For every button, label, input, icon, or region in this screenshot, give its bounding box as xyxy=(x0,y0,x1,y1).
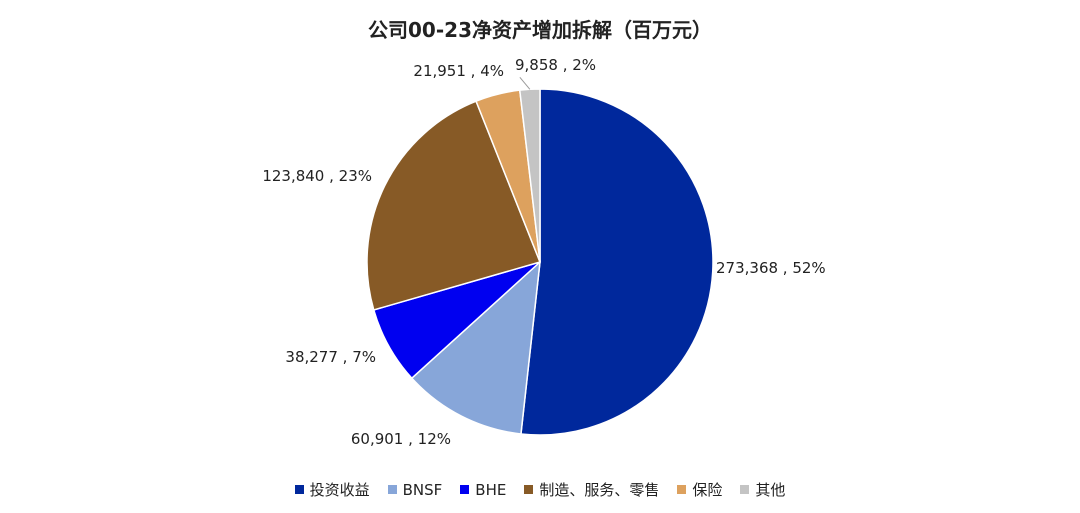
data-label-1: 60,901 , 12% xyxy=(351,430,451,448)
legend-swatch-3 xyxy=(524,485,534,494)
pie-slices xyxy=(366,88,714,436)
leader-lines xyxy=(519,76,531,90)
legend-label-0: 投资收益 xyxy=(309,481,370,499)
pie-slice-5 xyxy=(518,88,541,263)
legend-swatch-4 xyxy=(677,485,687,494)
legend-swatch-1 xyxy=(387,485,397,494)
legend-item-3: 制造、服务、零售 xyxy=(524,479,659,500)
data-label-0: 273,368 , 52% xyxy=(716,259,826,277)
leader-line-5 xyxy=(519,76,531,90)
legend-label-1: BNSF xyxy=(402,480,443,499)
legend-label-4: 保险 xyxy=(692,481,723,499)
data-label-2: 38,277 , 7% xyxy=(285,348,376,366)
legend-item-1: BNSF xyxy=(387,480,443,499)
legend-label-2: BHE xyxy=(475,480,507,499)
data-label-5: 9,858 , 2% xyxy=(515,56,596,74)
legend-swatch-0 xyxy=(294,485,304,494)
legend-item-2: BHE xyxy=(460,481,506,499)
data-label-3: 123,840 , 23% xyxy=(262,167,372,185)
legend-swatch-5 xyxy=(740,485,750,494)
data-labels: 273,368 , 52% 60,901 , 12% 38,277 , 7% 123,… xyxy=(262,56,825,448)
legend-swatch-2 xyxy=(460,485,470,494)
pie-slice-1 xyxy=(410,260,541,435)
legend-item-4: 保险 xyxy=(677,479,722,500)
legend-item-0: 投资收益 xyxy=(294,479,370,500)
chart-title: 公司00-23净资产增加拆解（百万元） xyxy=(368,18,712,42)
pie-slice-0 xyxy=(520,88,714,436)
legend: 投资收益 BNSF BHE 制造、服务、零售 保险 其他 xyxy=(0,479,1080,500)
legend-label-5: 其他 xyxy=(755,481,786,499)
legend-item-5: 其他 xyxy=(740,479,785,500)
legend-label-3: 制造、服务、零售 xyxy=(539,481,660,499)
data-label-4: 21,951 , 4% xyxy=(413,62,504,80)
